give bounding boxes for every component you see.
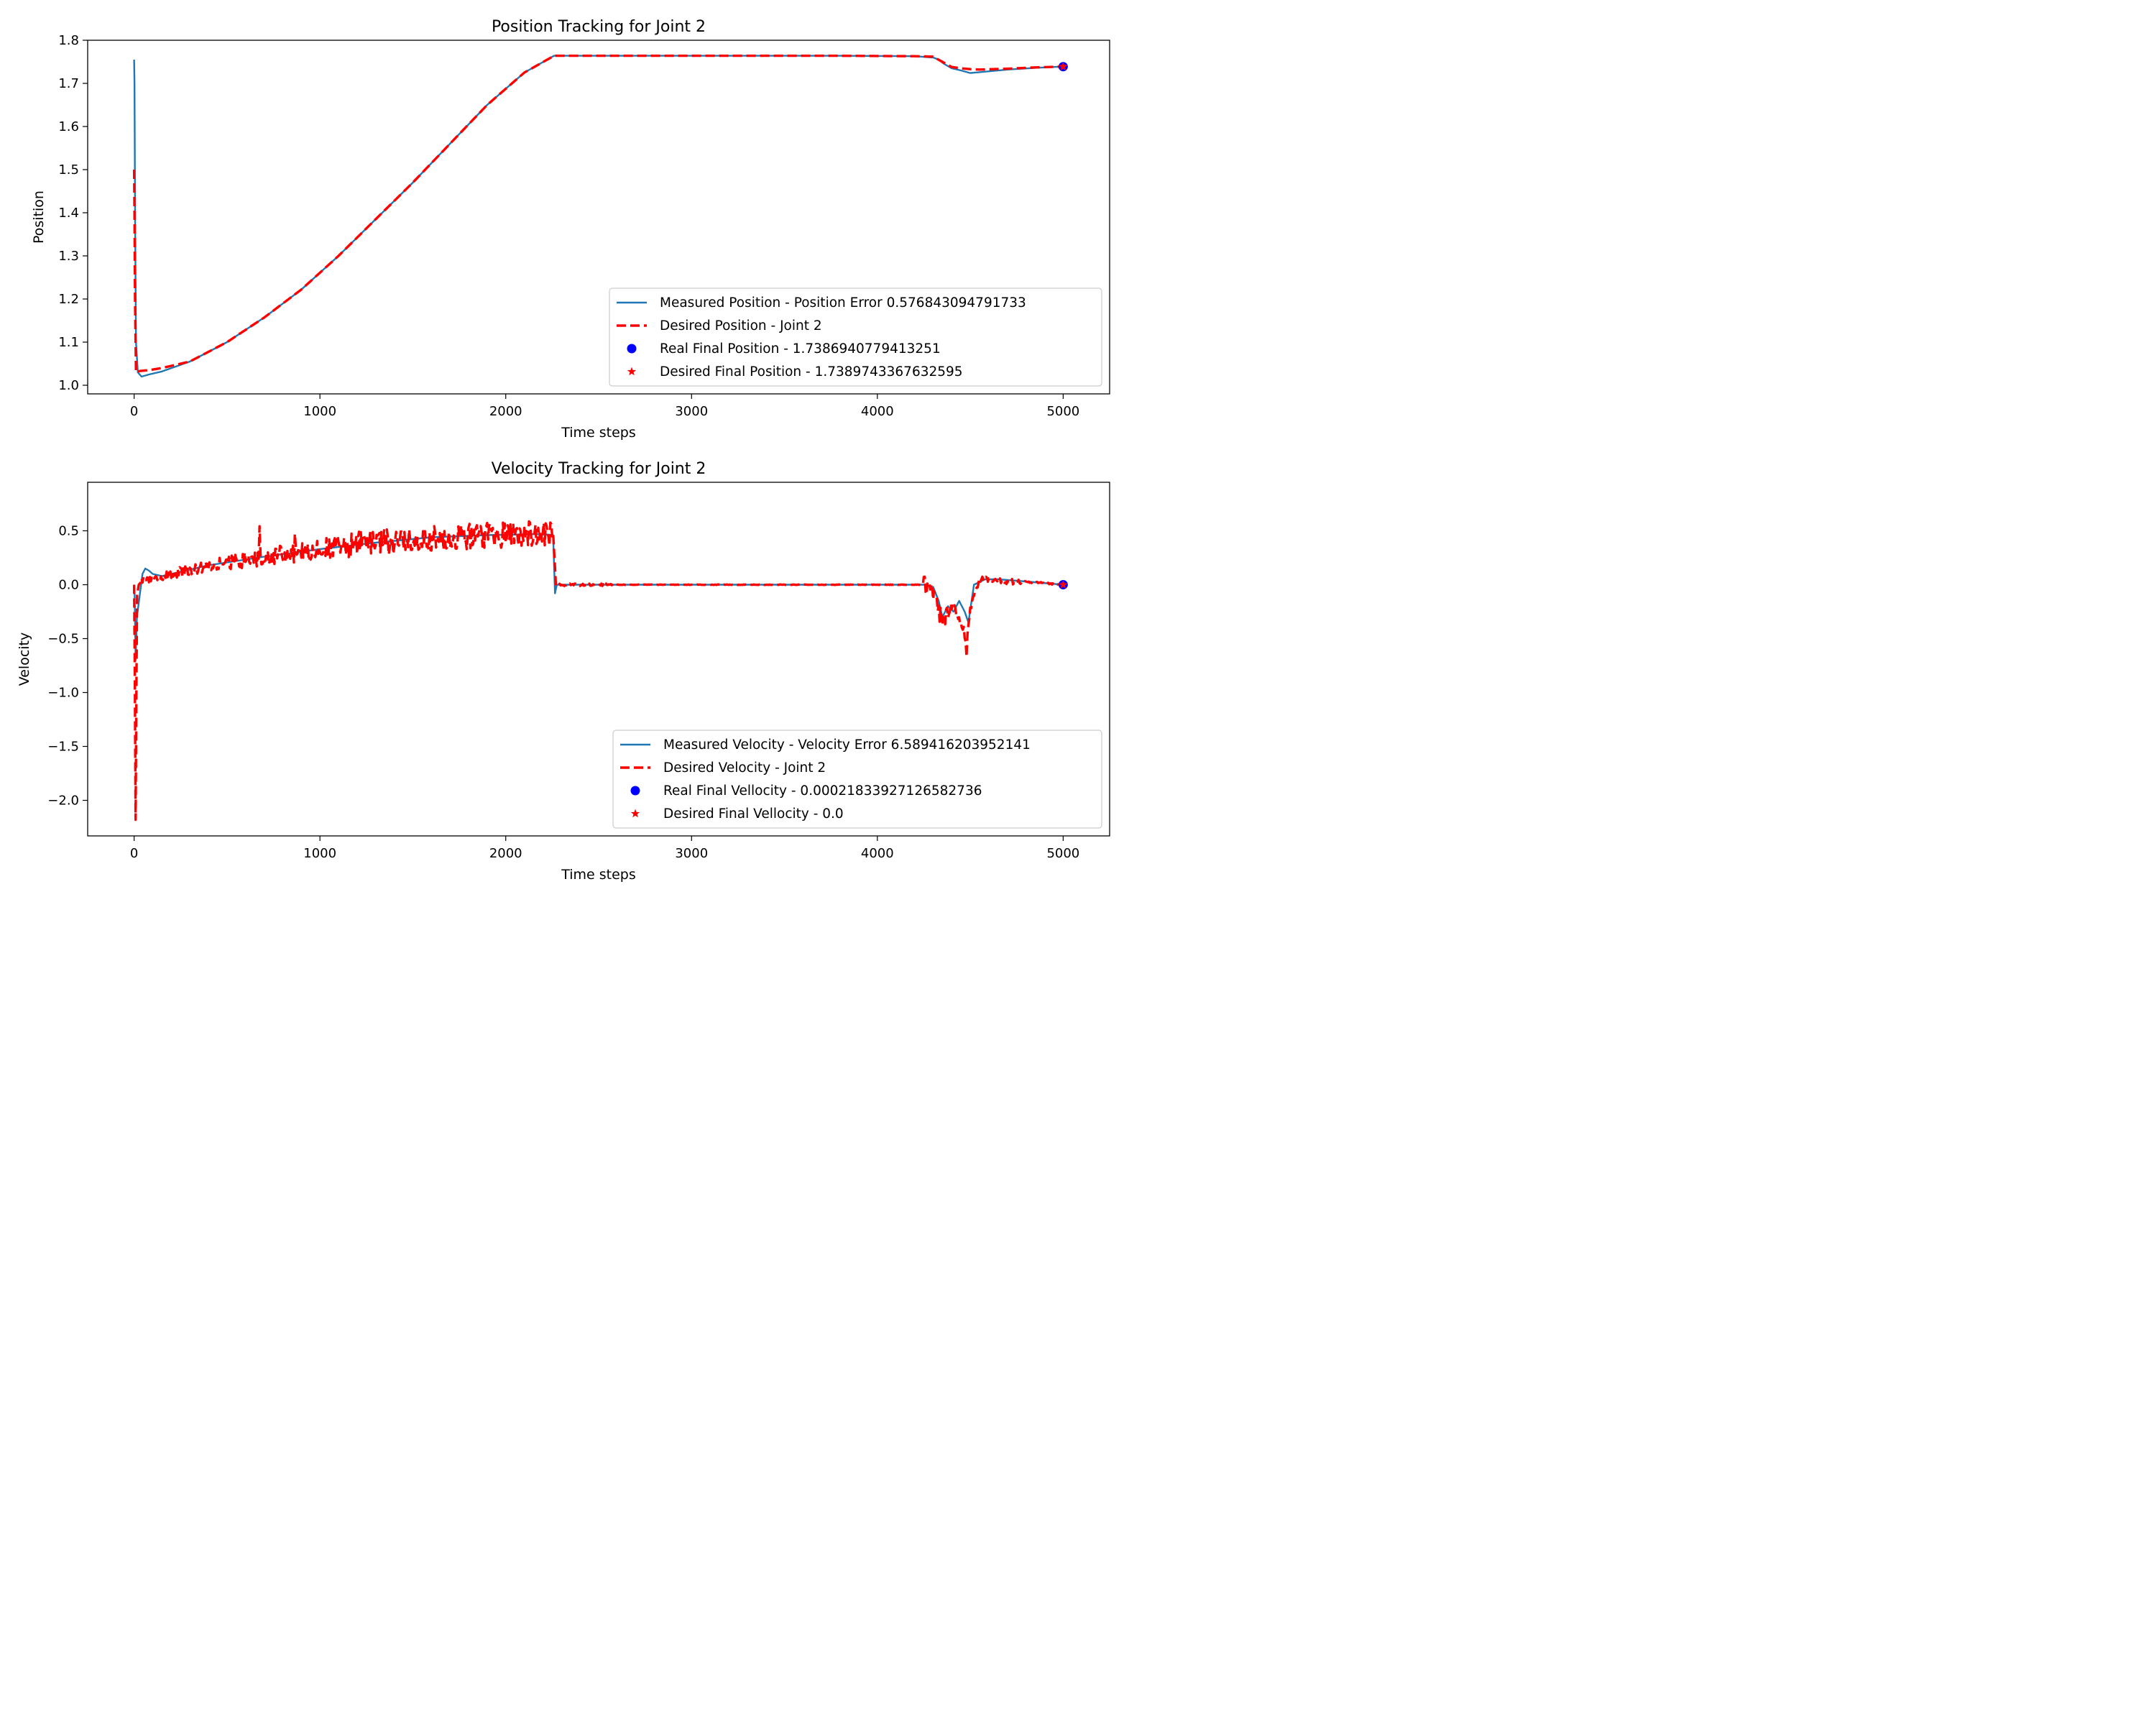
y-tick-label: −2.0	[47, 794, 79, 809]
velocity-chart: Velocity Tracking for Joint 2 Time steps V…	[17, 460, 1110, 883]
x-tick-label: 2000	[489, 846, 522, 861]
legend-real-final-swatch	[631, 786, 640, 796]
y-tick-label: 0.5	[58, 524, 79, 539]
legend-real-final-swatch	[627, 344, 637, 354]
y-tick-label: 1.3	[58, 249, 79, 264]
x-tick-label: 4000	[861, 404, 894, 419]
y-tick-label: 1.0	[58, 378, 79, 393]
x-tick-label: 3000	[675, 846, 708, 861]
legend-entry-label: Desired Velocity - Joint 2	[663, 760, 826, 776]
y-tick-label: 1.6	[58, 119, 79, 134]
x-tick-label: 5000	[1046, 404, 1079, 419]
legend-entry-label: Real Final Position - 1.7386940779413251	[660, 341, 941, 356]
legend-entry-label: Desired Final Vellocity - 0.0	[663, 806, 844, 822]
y-tick-label: 1.2	[58, 292, 79, 307]
x-tick-label: 4000	[861, 846, 894, 861]
chart-title: Velocity Tracking for Joint 2	[492, 460, 706, 478]
legend: Measured Velocity - Velocity Error 6.589…	[613, 730, 1102, 828]
legend-entry-label: Desired Final Position - 1.7389743367632…	[660, 364, 963, 380]
position-chart: Position Tracking for Joint 2 Time steps P…	[31, 18, 1110, 441]
y-axis-label: Velocity	[17, 632, 32, 686]
legend-entry-label: Real Final Vellocity - 0.000218339271265…	[663, 783, 982, 799]
x-tick-label: 1000	[303, 846, 336, 861]
x-tick-label: 2000	[489, 404, 522, 419]
y-tick-label: −0.5	[47, 632, 79, 647]
y-tick-label: 1.4	[58, 206, 79, 221]
legend-entry-label: Desired Position - Joint 2	[660, 318, 822, 334]
x-tick-label: 5000	[1046, 846, 1079, 861]
y-tick-label: −1.0	[47, 686, 79, 701]
y-tick-label: 1.7	[58, 76, 79, 91]
y-tick-label: 1.8	[58, 33, 79, 48]
y-tick-label: 1.5	[58, 162, 79, 178]
chart-title: Position Tracking for Joint 2	[492, 18, 706, 36]
y-tick-label: 1.1	[58, 335, 79, 350]
y-axis-label: Position	[31, 190, 47, 244]
x-tick-label: 0	[130, 846, 138, 861]
legend-entry-label: Measured Velocity - Velocity Error 6.589…	[663, 737, 1031, 753]
x-axis-label: Time steps	[561, 425, 636, 441]
x-tick-label: 1000	[303, 404, 336, 419]
y-tick-label: −1.5	[47, 740, 79, 755]
y-tick-label: 0.0	[58, 578, 79, 593]
x-axis-label: Time steps	[561, 867, 636, 883]
figure: Position Tracking for Joint 2 Time steps P…	[0, 0, 1120, 895]
x-tick-label: 0	[130, 404, 138, 419]
legend-entry-label: Measured Position - Position Error 0.576…	[660, 295, 1026, 310]
legend: Measured Position - Position Error 0.576…	[609, 288, 1102, 386]
x-tick-label: 3000	[675, 404, 708, 419]
